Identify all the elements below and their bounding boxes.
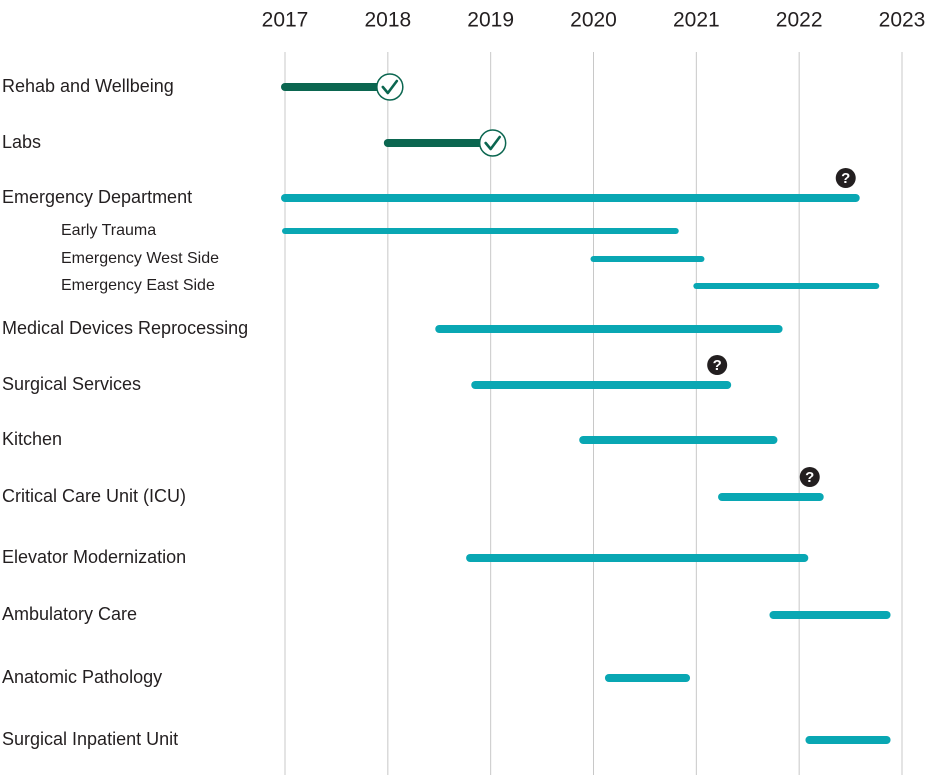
svg-text:?: ? <box>841 170 850 187</box>
task-label: Medical Devices Reprocessing <box>2 318 248 338</box>
check-icon <box>478 129 507 157</box>
svg-text:?: ? <box>713 357 722 374</box>
task-label: Emergency Department <box>2 187 192 207</box>
task-label: Rehab and Wellbeing <box>2 76 174 96</box>
question-icon: ? <box>707 355 728 375</box>
grid-lines <box>284 52 903 775</box>
task-markers: ??? <box>376 73 856 487</box>
x-tick-label-2020: 2020 <box>570 9 617 32</box>
task-label: Anatomic Pathology <box>2 667 162 687</box>
question-icon: ? <box>835 168 856 188</box>
task-label: Emergency East Side <box>61 277 215 294</box>
x-tick-label-2023: 2023 <box>879 9 926 32</box>
task-label: Kitchen <box>2 429 62 449</box>
x-tick-label-2019: 2019 <box>467 9 514 32</box>
x-tick-label-2021: 2021 <box>673 9 720 32</box>
question-icon: ? <box>799 467 820 487</box>
x-tick-label-2017: 2017 <box>262 9 309 32</box>
task-bars <box>281 83 891 744</box>
task-label: Elevator Modernization <box>2 547 186 567</box>
x-axis-ticks: 2017 2018 2019 2020 2021 2022 2023 <box>262 9 926 32</box>
task-label: Critical Care Unit (ICU) <box>2 486 186 506</box>
svg-text:?: ? <box>805 469 814 486</box>
task-labels: Rehab and Wellbeing Labs Emergency Departm… <box>2 76 248 749</box>
task-label: Early Trauma <box>61 222 156 239</box>
task-label: Ambulatory Care <box>2 604 137 624</box>
check-icon <box>376 73 404 101</box>
task-label: Surgical Services <box>2 374 141 394</box>
x-tick-label-2022: 2022 <box>776 9 823 32</box>
task-label: Surgical Inpatient Unit <box>2 729 178 749</box>
x-tick-label-2018: 2018 <box>364 9 411 32</box>
task-label: Emergency West Side <box>61 250 219 267</box>
task-label: Labs <box>2 132 41 152</box>
